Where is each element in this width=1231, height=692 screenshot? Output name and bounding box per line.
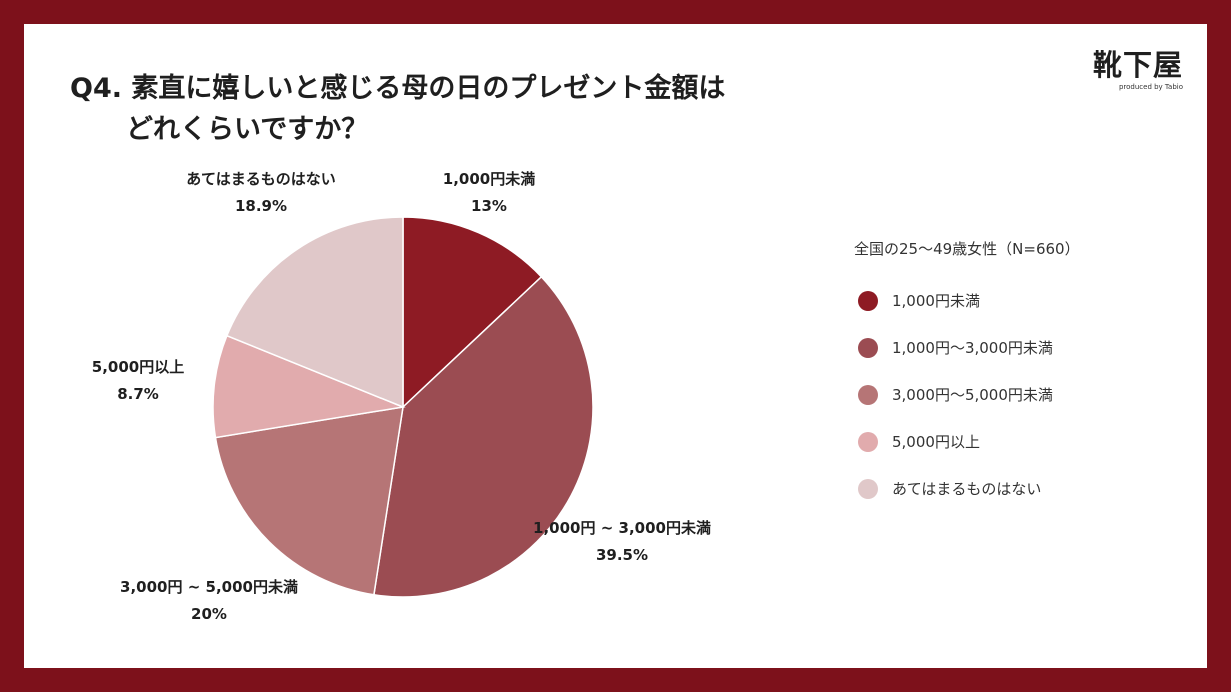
slice-category-label: 1,000円未満 [443,170,535,188]
brand-logo: 靴下屋 produced by Tabio [1093,48,1183,92]
slice-value-label: 20% [191,605,227,623]
chart-title: Q4. 素直に嬉しいと感じる母の日のプレゼント金額は どれくらいですか？ [70,68,725,150]
title-line-2: どれくらいですか？ [126,114,369,145]
legend-label: 1,000円未満 [892,292,980,310]
pie-slice [402,216,543,409]
legend-swatch [858,431,878,452]
pie-chart: 1,000円未満 13% 1,000円 ~ 3,000円未満 39.5% 3,000円 … [92,170,711,623]
brand-name: 靴下屋 [1092,48,1183,82]
brand-tagline: produced by Tabio [1118,83,1183,91]
pie-slice [373,275,594,598]
legend-item: 1,000円未満 [854,277,1080,324]
legend-swatch [858,337,878,358]
legend-label: 3,000円～5,000円未満 [892,386,1053,404]
slice-category-label: 5,000円以上 [92,358,184,376]
legend-label: 1,000円～3,000円未満 [892,339,1053,357]
pie-slice [225,216,404,409]
legend-swatch [858,478,878,499]
legend-item: 3,000円～5,000円未満 [854,371,1080,418]
slice-category-label: あてはまるものはない [186,170,335,188]
legend-swatch [858,290,878,311]
title-line-1: Q4. 素直に嬉しいと感じる母の日のプレゼント金額は [70,73,726,104]
legend-title: 全国の25～49歳女性（N=660） [854,240,1080,258]
legend-label: あてはまるものはない [892,480,1042,498]
legend-item: 5,000円以上 [854,418,1080,465]
slice-value-label: 18.9% [235,197,287,215]
pie-slice [212,334,406,439]
slice-value-label: 8.7% [117,385,159,403]
pie-slice [214,406,404,596]
chart-card: Q4. 素直に嬉しいと感じる母の日のプレゼント金額は どれくらいですか？ 靴下屋… [24,24,1207,668]
slice-category-label: 1,000円 ~ 3,000円未満 [533,519,711,537]
slice-category-label: 3,000円 ~ 5,000円未満 [120,578,298,596]
legend-swatch [858,384,878,405]
legend: 全国の25～49歳女性（N=660） 1,000円未満 1,000円～3,000… [854,238,1080,512]
slice-value-label: 39.5% [596,546,648,564]
legend-label: 5,000円以上 [892,433,980,451]
legend-item: 1,000円～3,000円未満 [854,324,1080,371]
slice-value-label: 13% [471,197,507,215]
legend-item: あてはまるものはない [854,465,1080,512]
